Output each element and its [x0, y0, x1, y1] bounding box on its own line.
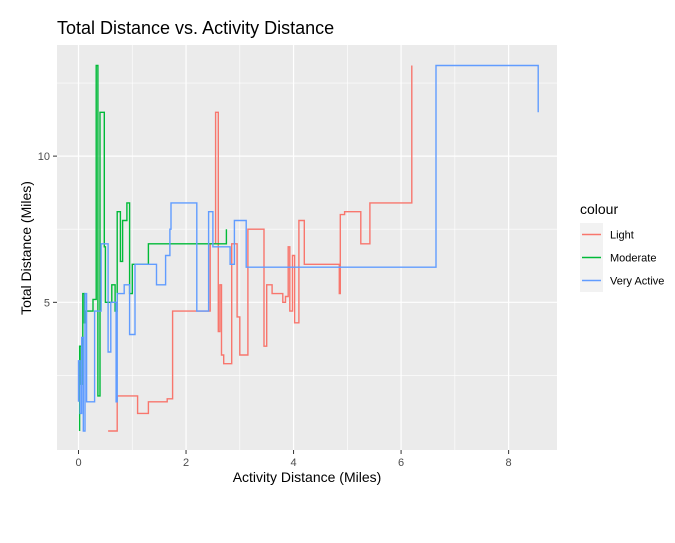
x-tick-label: 4: [290, 457, 296, 469]
plot-panel: [57, 45, 557, 450]
series-line-very-active: [77, 64, 539, 432]
y-axis-title: Total Distance (Miles): [18, 181, 34, 315]
x-tick-label: 6: [398, 457, 404, 469]
legend-label-moderate: Moderate: [610, 253, 656, 265]
y-tick-label: 5: [44, 297, 50, 309]
legend-label-light: Light: [610, 230, 634, 242]
x-tick-label: 8: [506, 457, 512, 469]
x-axis-title: Activity Distance (Miles): [233, 469, 382, 485]
legend-title: colour: [580, 201, 618, 217]
y-tick-label: 10: [38, 151, 50, 163]
series-layer: [77, 64, 539, 432]
x-tick-label: 2: [183, 457, 189, 469]
grid-lines: [57, 45, 557, 450]
x-tick-label: 0: [75, 457, 81, 469]
x-axis: 0 2 4 6 8: [75, 450, 512, 469]
legend-label-very-active: Very Active: [610, 276, 664, 288]
legend: colour Light Moderate Very Active: [580, 201, 664, 292]
y-axis: 5 10: [38, 151, 57, 309]
chart-title: Total Distance vs. Activity Distance: [57, 18, 334, 38]
